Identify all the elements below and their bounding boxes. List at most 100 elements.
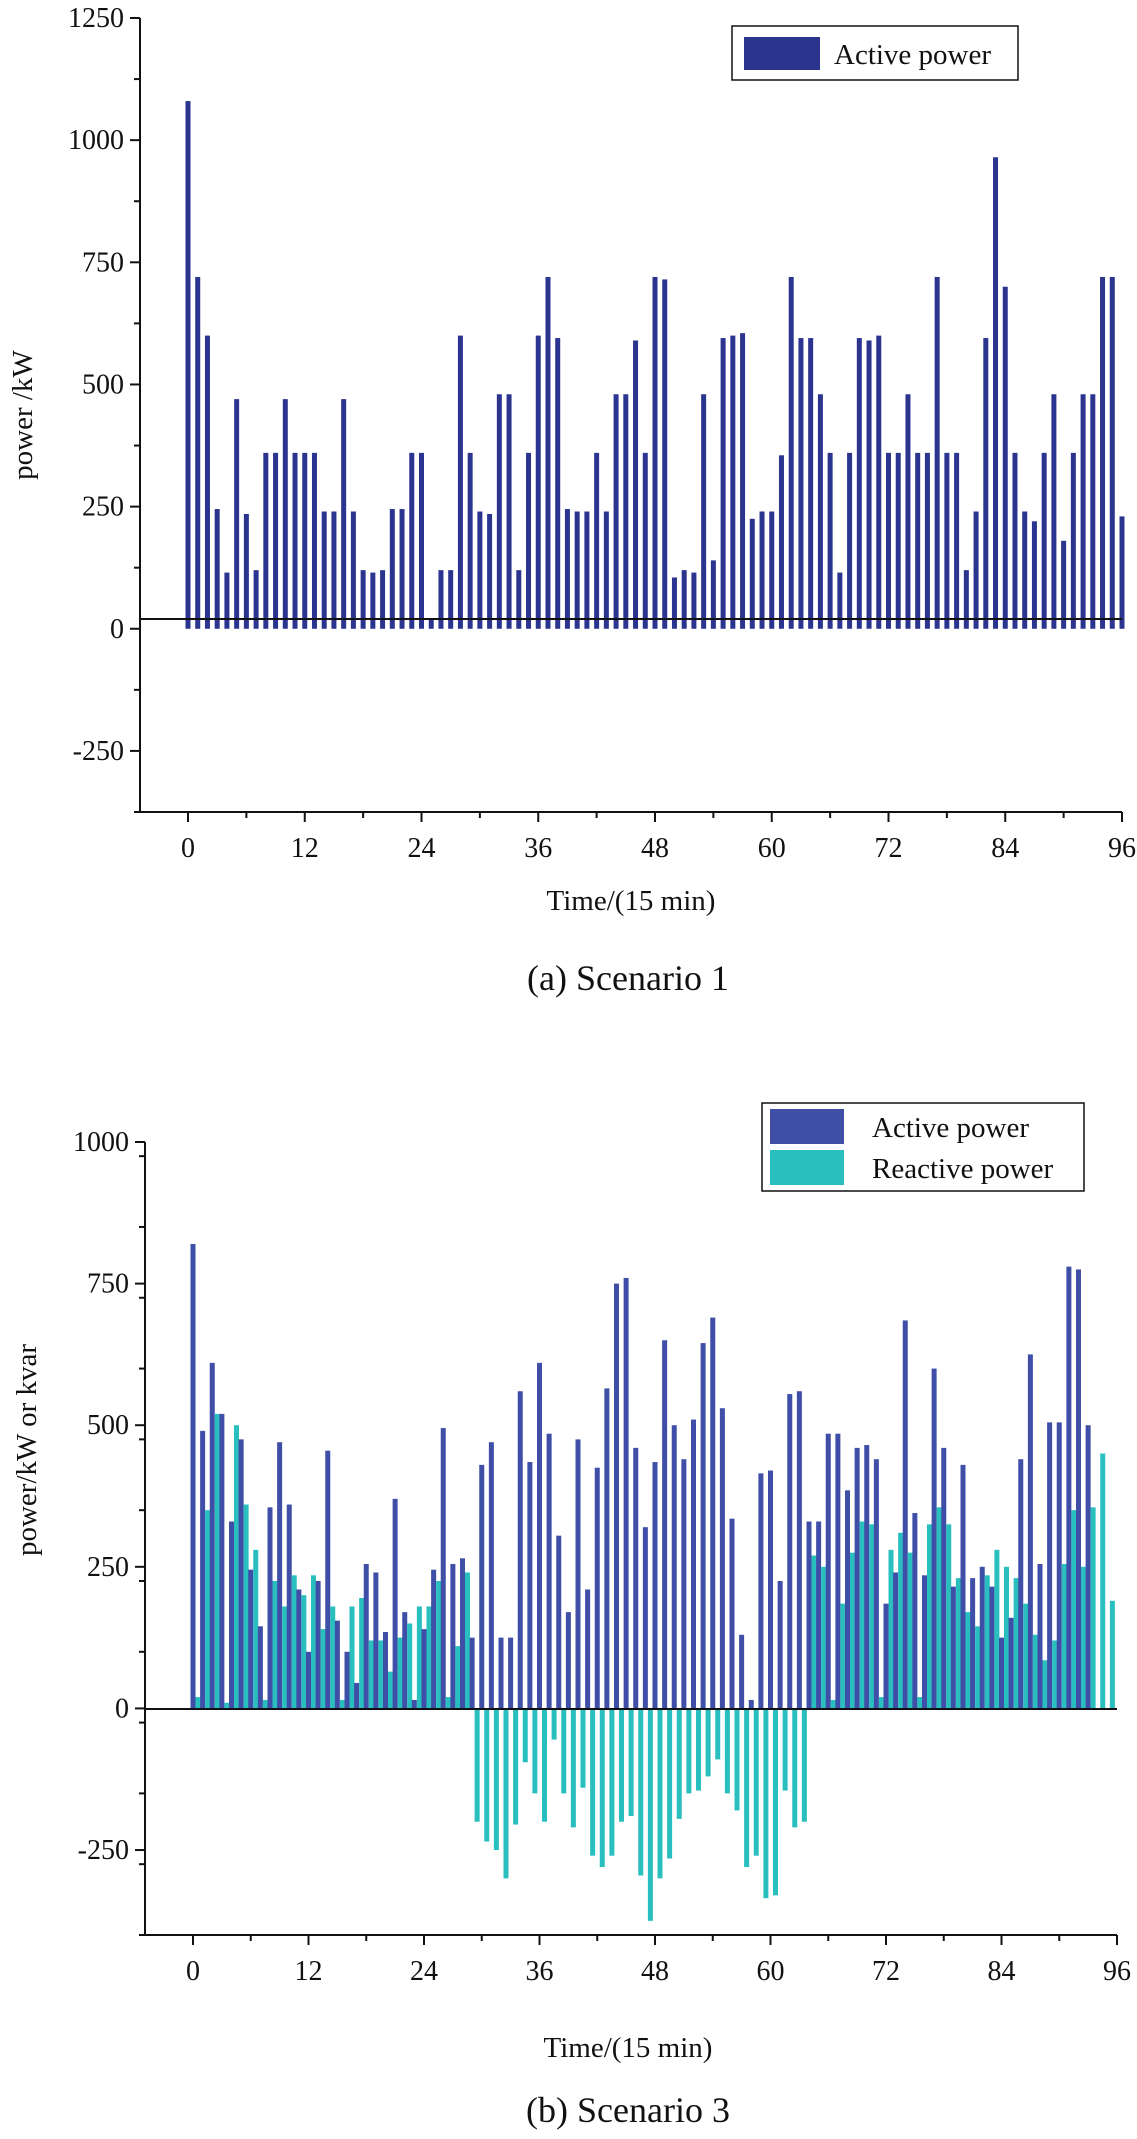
chart-b-bar-active-power	[546, 1433, 552, 1709]
chart-b-bar-active-power	[1037, 1563, 1043, 1709]
chart-b-bar-reactive-power	[282, 1606, 288, 1709]
chart-b-bar-reactive-power	[773, 1708, 778, 1896]
chart-b-bar-reactive-power	[1071, 1510, 1077, 1709]
chart-b-bar-active-power	[325, 1450, 331, 1709]
chart-b-bar-active-power	[642, 1527, 648, 1709]
chart-b-bar-reactive-power	[975, 1626, 981, 1709]
chart-b-bar-active-power	[565, 1612, 571, 1709]
chart-b-y-tick-label: 0	[115, 1693, 129, 1724]
chart-b-bar-reactive-power	[426, 1606, 432, 1709]
chart-b-bar-reactive-power	[465, 1572, 470, 1709]
chart-a-x-tick-label: 0	[181, 833, 195, 864]
chart-b-bar-reactive-power	[262, 1699, 268, 1709]
chart-a-bar-active-power	[1051, 394, 1057, 629]
chart-b-bar-active-power	[296, 1589, 302, 1709]
chart-a-bar-active-power	[555, 338, 561, 629]
chart-b-bar-reactive-power	[801, 1708, 807, 1822]
chart-b-bar-active-power	[354, 1682, 360, 1709]
chart-a-x-tick-label: 60	[758, 833, 786, 864]
chart-b-bar-reactive-power	[1090, 1507, 1096, 1709]
chart-b-bar-reactive-power	[763, 1708, 769, 1899]
chart-b-bar-active-power	[229, 1521, 234, 1709]
chart-b-bar-reactive-power	[416, 1606, 422, 1709]
chart-b-bar-reactive-power	[388, 1671, 393, 1709]
chart-a-bar-active-power	[1100, 276, 1106, 629]
chart-b-bar-reactive-power	[503, 1708, 509, 1879]
chart-a-bar-active-power	[652, 276, 658, 629]
chart-a-bar-active-power	[1041, 452, 1047, 629]
chart-a-bar-active-power	[243, 513, 249, 629]
chart-b-bar-active-power	[488, 1442, 494, 1709]
chart-a-bar-active-power	[428, 618, 434, 629]
chart-b-bar-reactive-power	[1042, 1660, 1048, 1709]
chart-b-bar-active-power	[912, 1513, 918, 1709]
chart-b-bar-reactive-power	[955, 1578, 961, 1709]
chart-b-bar-reactive-power	[205, 1510, 211, 1709]
chart-a-bar-active-power	[331, 511, 337, 629]
chart-a-bar-active-power	[798, 338, 804, 629]
chart-a-legend-label-active: Active power	[834, 39, 991, 71]
chart-b-bar-reactive-power	[214, 1413, 220, 1709]
chart-a-bar-active-power	[389, 509, 395, 629]
chart-b-bar-reactive-power	[195, 1697, 201, 1709]
chart-b-bar-active-power	[508, 1637, 514, 1709]
chart-a-x-tick-label: 48	[641, 833, 669, 864]
chart-b-bar-reactive-power	[946, 1524, 952, 1709]
chart-b-bar-reactive-power	[436, 1580, 442, 1709]
chart-b-bar-reactive-power	[984, 1575, 990, 1709]
chart-a-bar-active-power	[740, 333, 746, 629]
chart-b-bar-reactive-power	[994, 1549, 1000, 1709]
chart-a-bar-active-power	[847, 452, 853, 629]
chart-a-bar-active-power	[457, 335, 463, 629]
chart-b-bar-active-power	[460, 1558, 465, 1709]
chart-b-bar-reactive-power	[397, 1637, 403, 1709]
chart-b-bar-active-power	[306, 1651, 311, 1709]
chart-b-bar-active-power	[421, 1629, 427, 1709]
chart-b-ylabel: power/kW or kvar	[11, 1344, 43, 1556]
chart-a-bar-active-power	[273, 452, 279, 629]
chart-b-bar-active-power	[816, 1521, 822, 1709]
chart-b-bar-active-power	[902, 1320, 908, 1709]
chart-b-bar-active-power	[498, 1637, 504, 1709]
chart-a-bars	[185, 101, 1125, 629]
chart-b-y-tick-label: 500	[87, 1410, 129, 1441]
chart-b-bar-active-power	[970, 1578, 976, 1709]
chart-a-bar-active-power	[496, 394, 502, 629]
chart-b-bar-active-power	[671, 1425, 677, 1709]
chart-b-bar-reactive-power	[830, 1699, 836, 1709]
chart-a-bar-active-power	[214, 509, 220, 629]
chart-b-bar-active-power	[238, 1439, 244, 1709]
chart-b-bar-active-power	[219, 1413, 225, 1709]
chart-a-bar-active-power	[564, 509, 570, 629]
chart-b-bar-active-power	[710, 1317, 716, 1709]
chart-a-bar-active-power	[817, 394, 823, 629]
chart-a-bar-active-power	[282, 399, 288, 629]
chart-a-bar-active-power	[594, 452, 600, 629]
chart-b-bar-reactive-power	[1013, 1578, 1019, 1709]
chart-b-bar-reactive-power	[628, 1708, 634, 1817]
chart-b-bar-reactive-power	[532, 1708, 538, 1794]
chart-b-bar-active-power	[1076, 1269, 1081, 1709]
chart-b-bar-reactive-power	[484, 1708, 490, 1842]
chart-a-bar-active-power	[516, 570, 522, 629]
chart-b-bar-active-power	[440, 1428, 446, 1709]
chart-b-bar-active-power	[1008, 1617, 1014, 1709]
chart-b-bar-active-power	[1027, 1354, 1033, 1709]
chart-a-bar-active-power	[924, 452, 930, 629]
chart-b-bar-active-power	[652, 1462, 658, 1709]
chart-b-bar-active-power	[662, 1340, 668, 1709]
chart-a-bar-active-power	[253, 570, 259, 629]
chart-b-y-tick-label: 1000	[73, 1127, 129, 1158]
chart-b-x-tick-label: 24	[410, 1956, 438, 1987]
chart-a-bar-active-power	[370, 572, 376, 629]
chart-scenario-3: 1000 750 500 250 0 -250 0 12 24 36 48 60 72 84 96 Act…	[11, 1102, 1131, 2130]
chart-a-bar-active-power	[467, 452, 473, 629]
chart-a-bar-active-power	[827, 452, 833, 629]
chart-b-bar-reactive-power	[455, 1646, 461, 1709]
chart-a-legend: Active power	[731, 25, 1019, 81]
chart-b-bar-active-power	[719, 1408, 725, 1709]
chart-a-bar-active-power	[487, 513, 493, 629]
chart-a-bar-active-power	[477, 511, 483, 629]
chart-a-bar-active-power	[749, 518, 755, 629]
chart-b-bar-reactive-power	[1081, 1566, 1086, 1709]
